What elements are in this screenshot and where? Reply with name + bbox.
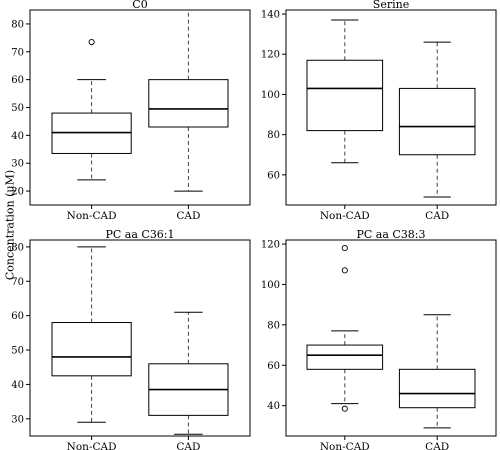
y-tick-label: 120 <box>261 240 280 251</box>
x-tick-label: Non-CAD <box>320 210 370 222</box>
y-tick-label: 60 <box>267 361 280 372</box>
box-cad <box>398 41 476 198</box>
outlier-point <box>88 38 95 46</box>
y-tick-label: 80 <box>267 320 280 331</box>
plot-frame <box>285 239 497 437</box>
y-tick-label: 80 <box>11 19 24 30</box>
x-tick-label: CAD <box>176 441 200 450</box>
y-tick-label: 120 <box>261 50 280 61</box>
outlier-point <box>341 267 348 274</box>
y-tick-label: 40 <box>11 380 24 391</box>
box-non-cad <box>306 245 384 412</box>
chart-panel-4: PC aa C38:3 40 60 80 100 120 Non-CAD CAD <box>261 228 497 450</box>
y-tick-label: 60 <box>11 75 24 86</box>
iqr-box <box>51 322 132 377</box>
iqr-box <box>306 344 384 370</box>
x-tick-label: Non-CAD <box>320 441 370 450</box>
box-cad <box>148 311 229 435</box>
y-tick-label: 30 <box>11 414 24 425</box>
y-tick-label: 80 <box>267 130 280 141</box>
y-tick-label: 30 <box>11 159 24 170</box>
y-tick-label: 100 <box>261 90 280 101</box>
iqr-box <box>148 79 229 128</box>
panel-title: C0 <box>132 0 147 11</box>
y-axis-label: Concentration (μM) <box>3 169 17 281</box>
x-tick-label: CAD <box>425 210 449 222</box>
x-tick-label: Non-CAD <box>67 210 117 222</box>
outlier-point <box>341 245 348 252</box>
y-tick-label: 60 <box>11 311 24 322</box>
y-tick-label: 50 <box>11 346 24 357</box>
iqr-box <box>306 59 384 132</box>
plot-frame <box>29 239 251 437</box>
box-cad <box>148 9 229 192</box>
y-tick-label: 40 <box>11 131 24 142</box>
box-non-cad <box>51 38 132 181</box>
chart-panel-3: PC aa C36:1 30 40 50 60 70 80 Non-CAD CAD <box>11 228 251 450</box>
y-tick-label: 50 <box>11 103 24 114</box>
x-tick-label: CAD <box>176 210 200 222</box>
y-tick-label: 70 <box>11 277 24 288</box>
box-cad <box>398 314 476 429</box>
x-tick-label: CAD <box>425 441 449 450</box>
y-tick-label: 40 <box>267 401 280 412</box>
chart-panel-2: Serine 60 80 100 120 140 Non-CAD CAD <box>261 0 497 222</box>
global-y-axis-label-container: Concentration (μM) <box>2 0 18 450</box>
y-tick-label: 100 <box>261 280 280 291</box>
y-tick-label: 140 <box>261 10 280 21</box>
panel-title: PC aa C36:1 <box>105 228 174 241</box>
box-non-cad <box>51 246 132 423</box>
y-tick-label: 60 <box>267 170 280 181</box>
panel-title: Serine <box>373 0 409 11</box>
iqr-box <box>398 368 476 409</box>
chart-panel-1: C0 20 30 40 50 60 70 80 Non-CAD CAD <box>11 0 251 222</box>
outlier-point <box>341 405 348 412</box>
x-tick-label: Non-CAD <box>67 441 117 450</box>
y-tick-label: 80 <box>11 242 24 253</box>
plot-frame <box>285 9 497 206</box>
y-tick-label: 20 <box>11 187 24 198</box>
y-tick-label: 70 <box>11 47 24 58</box>
iqr-box <box>398 87 476 156</box>
panel-title: PC aa C38:3 <box>356 228 425 241</box>
box-non-cad <box>306 19 384 164</box>
